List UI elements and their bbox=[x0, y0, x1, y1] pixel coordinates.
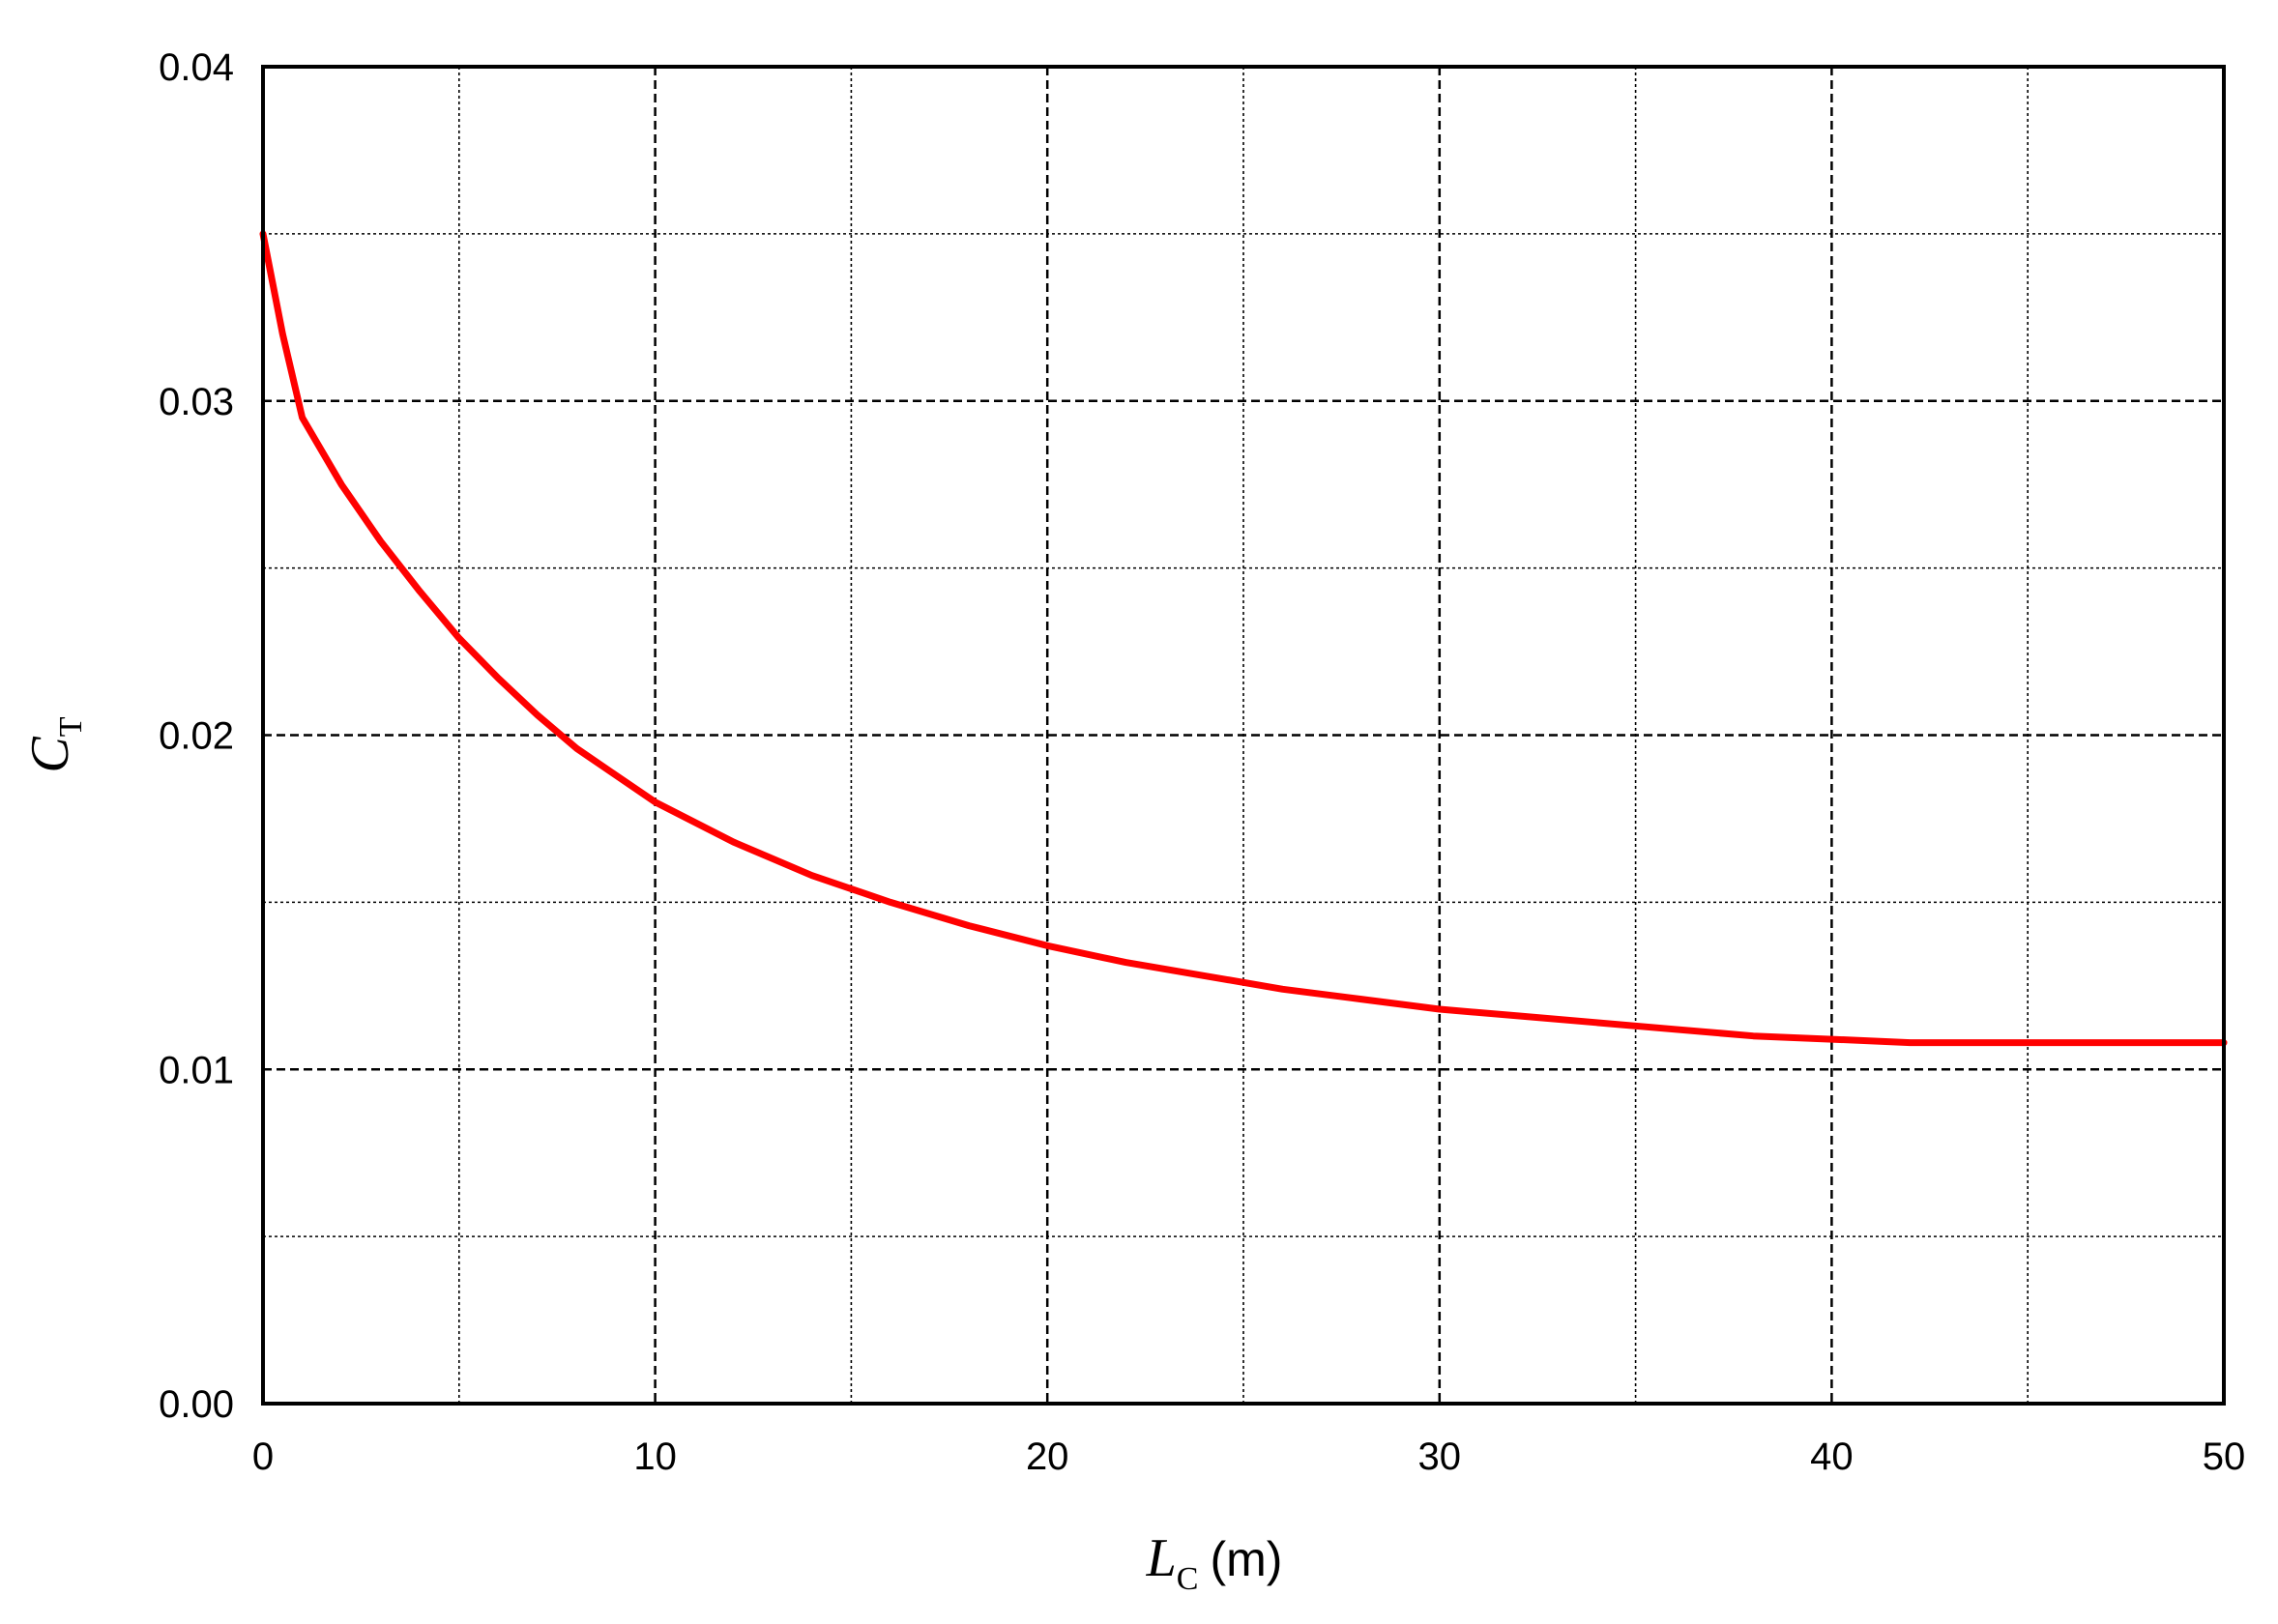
y-axis-symbol: C bbox=[20, 737, 80, 773]
x-tick-label: 10 bbox=[633, 1436, 677, 1478]
grid-lines bbox=[263, 67, 2224, 1404]
x-tick-label: 30 bbox=[1418, 1436, 1462, 1478]
x-tick-label: 20 bbox=[1026, 1436, 1069, 1478]
x-axis-label: LC (m) bbox=[1146, 1528, 1283, 1597]
x-axis-symbol: L bbox=[1146, 1528, 1177, 1588]
series-line bbox=[259, 230, 2228, 1047]
y-axis-label: CT bbox=[20, 716, 89, 772]
y-tick-label: 0.00 bbox=[159, 1383, 234, 1426]
series-layer bbox=[259, 230, 2228, 1047]
x-tick-label: 0 bbox=[252, 1436, 274, 1478]
y-tick-label: 0.04 bbox=[159, 46, 234, 89]
x-axis-subscript: C bbox=[1177, 1561, 1199, 1597]
plot-frame bbox=[261, 65, 2226, 1406]
x-tick-labels: 0 10 20 30 40 50 bbox=[252, 1436, 2245, 1478]
x-axis-unit: (m) bbox=[1210, 1532, 1282, 1586]
y-tick-labels: 0.00 0.01 0.02 0.03 0.04 bbox=[159, 46, 234, 1426]
x-tick-label: 50 bbox=[2203, 1436, 2246, 1478]
y-axis-subscript: T bbox=[53, 716, 89, 737]
y-tick-label: 0.02 bbox=[159, 715, 234, 758]
y-tick-label: 0.01 bbox=[159, 1049, 234, 1091]
y-tick-label: 0.03 bbox=[159, 381, 234, 423]
x-tick-label: 40 bbox=[1810, 1436, 1854, 1478]
